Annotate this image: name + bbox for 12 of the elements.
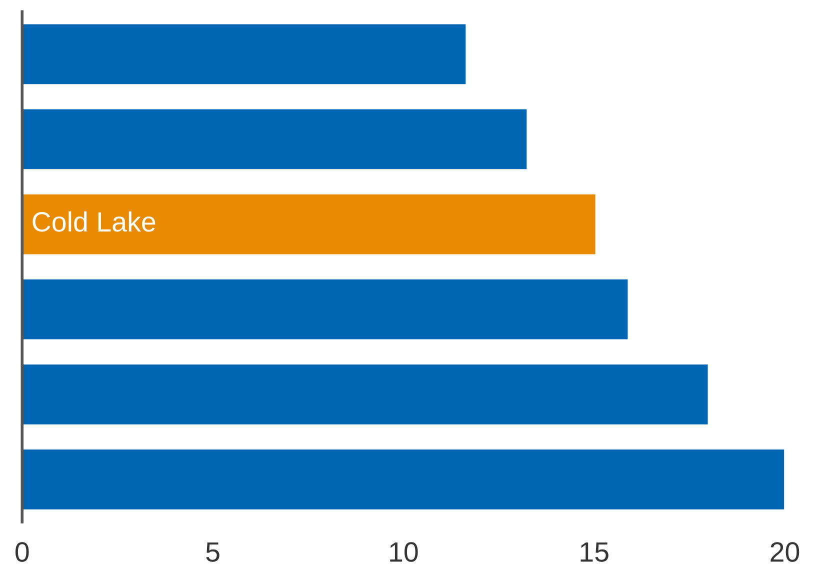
y-tick-label: Cold Lake xyxy=(32,211,156,232)
x-tick-label: 20 xyxy=(770,542,800,562)
bar xyxy=(22,108,528,171)
bar xyxy=(22,192,597,256)
bar xyxy=(22,22,468,86)
x-tick-label: 10 xyxy=(390,542,418,562)
bar xyxy=(22,448,785,511)
x-tick-label: 15 xyxy=(580,542,608,562)
x-tick-label: 0 xyxy=(16,542,29,562)
x-tick-label: 5 xyxy=(206,542,220,562)
bar xyxy=(22,278,630,341)
bar xyxy=(22,363,710,426)
